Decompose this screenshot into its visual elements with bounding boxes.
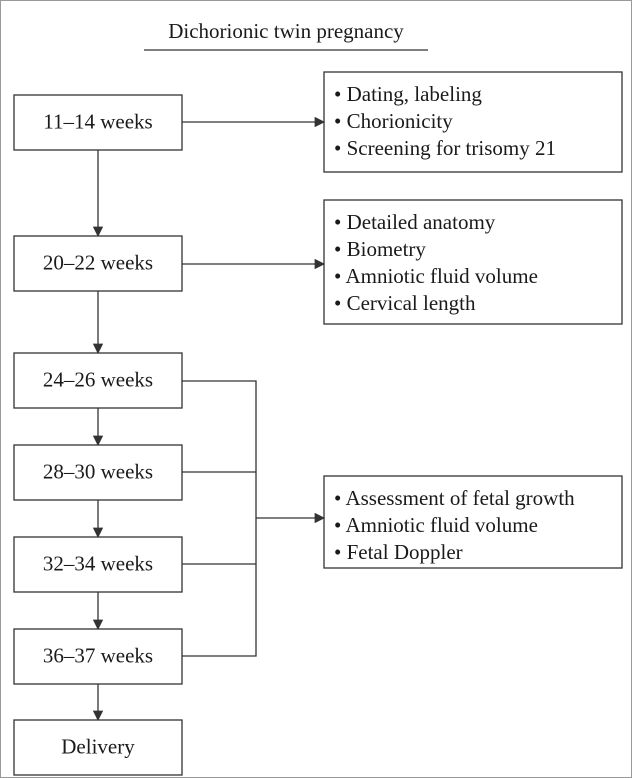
stage-label: 11–14 weeks <box>43 109 152 133</box>
title: Dichorionic twin pregnancy <box>168 19 404 43</box>
stage-label: 20–22 weeks <box>43 250 153 274</box>
assessment-item: • Amniotic fluid volume <box>334 264 538 288</box>
stage-box <box>13 444 183 501</box>
assessment-item: • Detailed anatomy <box>334 210 496 234</box>
assessment-item: • Biometry <box>334 237 426 261</box>
stage-label: 32–34 weeks <box>43 551 153 575</box>
assessment-item: • Assessment of fetal growth <box>334 486 575 510</box>
assessment-item: • Dating, labeling <box>334 82 482 106</box>
assessment-box <box>323 475 623 569</box>
stage-box <box>13 628 183 685</box>
assessment-item: • Fetal Doppler <box>334 540 463 564</box>
stage-box <box>13 94 183 151</box>
stage-label: 24–26 weeks <box>43 367 153 391</box>
assessment-item: • Amniotic fluid volume <box>334 513 538 537</box>
stage-box <box>13 235 183 292</box>
stage-label: 36–37 weeks <box>43 643 153 667</box>
assessment-item: • Screening for trisomy 21 <box>334 136 556 160</box>
assessment-box <box>323 199 623 325</box>
stage-box <box>13 536 183 593</box>
stage-box <box>13 719 183 776</box>
stage-label: 28–30 weeks <box>43 459 153 483</box>
stage-label: Delivery <box>61 734 135 758</box>
assessment-item: • Chorionicity <box>334 109 453 133</box>
assessment-item: • Cervical length <box>334 291 476 315</box>
